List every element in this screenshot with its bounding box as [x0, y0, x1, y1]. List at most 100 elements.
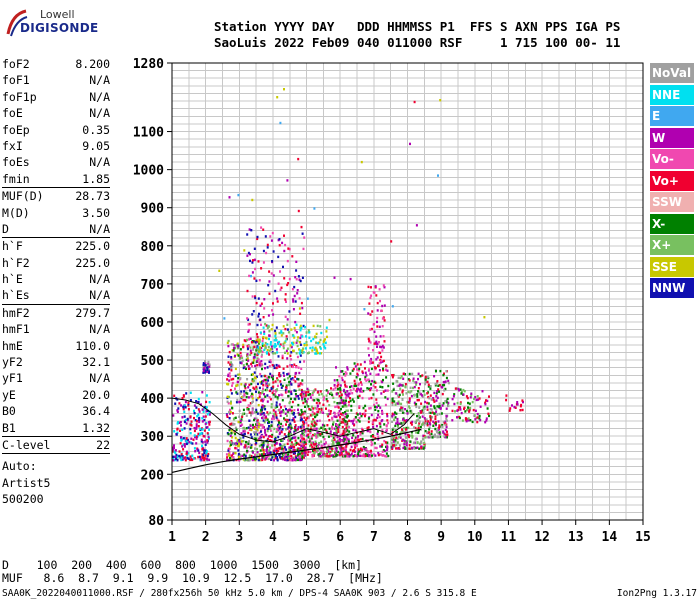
echo-point — [318, 441, 321, 445]
echo-point — [310, 427, 312, 431]
echo-point — [311, 424, 314, 427]
echo-point — [326, 447, 329, 450]
y-tick-label: 700 — [141, 278, 165, 293]
echo-point — [236, 392, 239, 395]
echo-point — [335, 449, 338, 452]
echo-point — [274, 335, 277, 338]
echo-point — [339, 416, 342, 419]
echo-point — [424, 429, 427, 433]
echo-point — [319, 411, 322, 414]
echo-point — [296, 339, 299, 342]
echo-point — [359, 378, 362, 381]
echo-point — [387, 384, 390, 388]
echo-point — [301, 379, 304, 382]
echo-point — [511, 404, 513, 407]
echo-point — [288, 248, 291, 251]
echo-point — [404, 428, 407, 431]
echo-point — [338, 445, 341, 448]
echo-point — [252, 451, 254, 454]
echo-point — [265, 418, 268, 422]
echo-point — [245, 427, 248, 430]
echo-point — [205, 450, 208, 453]
echo-point — [281, 393, 284, 397]
echo-point — [432, 434, 435, 438]
echo-point — [386, 428, 388, 431]
echo-point — [249, 389, 252, 392]
echo-point — [181, 416, 184, 419]
echo-point — [247, 251, 250, 255]
echo-point — [272, 385, 275, 388]
echo-point — [247, 442, 250, 445]
echo-point — [469, 406, 472, 410]
echo-point — [308, 440, 311, 443]
echo-point — [275, 447, 278, 451]
echo-point — [193, 429, 196, 433]
echo-point — [280, 410, 283, 413]
echo-point — [207, 362, 210, 365]
echo-point — [286, 365, 289, 368]
x-tick-label: 2 — [202, 530, 210, 545]
echo-point — [293, 443, 296, 446]
echo-point — [394, 411, 396, 414]
echo-point — [274, 447, 277, 450]
echo-point — [261, 426, 264, 429]
echo-point — [327, 412, 330, 416]
echo-point — [255, 349, 258, 352]
echo-point — [305, 434, 308, 437]
echo-point — [182, 405, 185, 409]
echo-point — [251, 401, 253, 404]
echo-point — [322, 435, 325, 439]
echo-point — [252, 408, 255, 411]
echo-point — [358, 394, 361, 398]
echo-point — [301, 455, 304, 458]
echo-point — [373, 380, 376, 383]
echo-point — [369, 341, 372, 344]
echo-point — [270, 435, 273, 438]
echo-point — [383, 439, 386, 443]
echo-point — [231, 381, 234, 385]
echo-point — [242, 412, 245, 415]
echo-point — [240, 454, 243, 458]
echo-point — [243, 428, 246, 431]
echo-point — [438, 412, 441, 416]
echo-point — [295, 341, 298, 344]
echo-point — [466, 408, 468, 412]
echo-point — [374, 285, 377, 288]
echo-point — [245, 367, 247, 370]
echo-point — [350, 452, 353, 455]
echo-point — [178, 450, 181, 453]
echo-point — [185, 452, 188, 455]
echo-point — [294, 398, 297, 401]
echo-point — [458, 406, 461, 409]
echo-point — [358, 454, 361, 457]
echo-point — [307, 393, 310, 397]
echo-point — [418, 406, 421, 409]
echo-point — [330, 454, 333, 457]
echo-point — [195, 427, 198, 430]
echo-point — [289, 449, 292, 452]
echo-point — [246, 289, 249, 293]
echo-point — [189, 391, 192, 394]
echo-point — [420, 402, 423, 405]
echo-point — [337, 425, 340, 429]
echo-point — [289, 422, 292, 425]
echo-point — [291, 288, 294, 291]
echo-point — [328, 404, 331, 407]
echo-point — [341, 413, 344, 416]
echo-point — [345, 443, 348, 446]
echo-point — [369, 455, 372, 458]
echo-point — [418, 391, 421, 394]
echo-point — [301, 306, 304, 310]
echo-point — [230, 400, 232, 403]
echo-point — [313, 448, 316, 452]
echo-point — [330, 447, 333, 450]
echo-point — [247, 359, 250, 362]
echo-point — [195, 400, 198, 403]
echo-point — [250, 373, 253, 376]
echo-point — [294, 300, 297, 303]
echo-point — [403, 431, 406, 434]
echo-point — [319, 338, 322, 342]
echo-point — [408, 372, 411, 376]
echo-point — [319, 347, 322, 350]
echo-point — [249, 446, 252, 449]
